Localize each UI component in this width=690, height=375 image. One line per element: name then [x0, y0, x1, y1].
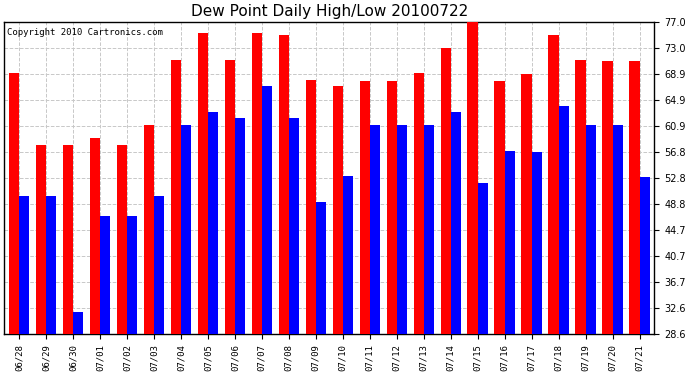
Bar [586, 125, 596, 334]
Bar [522, 74, 532, 334]
Bar [144, 125, 154, 334]
Bar [100, 216, 110, 334]
Bar [640, 177, 650, 334]
Bar [306, 80, 316, 334]
Bar [451, 112, 461, 334]
Bar [495, 81, 504, 334]
Bar [9, 74, 19, 334]
Bar [559, 106, 569, 334]
Bar [36, 145, 46, 334]
Bar [197, 33, 208, 334]
Bar [117, 145, 127, 334]
Bar [413, 73, 424, 334]
Bar [19, 196, 29, 334]
Bar [549, 34, 559, 334]
Bar [262, 86, 272, 334]
Bar [359, 81, 370, 334]
Title: Dew Point Daily High/Low 20100722: Dew Point Daily High/Low 20100722 [190, 4, 468, 19]
Bar [316, 202, 326, 334]
Bar [252, 33, 262, 334]
Bar [127, 216, 137, 334]
Bar [477, 183, 488, 334]
Bar [424, 125, 434, 334]
Bar [333, 86, 343, 334]
Bar [46, 196, 57, 334]
Bar [343, 176, 353, 334]
Bar [170, 60, 181, 334]
Bar [629, 61, 640, 334]
Bar [279, 34, 289, 334]
Text: Copyright 2010 Cartronics.com: Copyright 2010 Cartronics.com [8, 28, 164, 37]
Bar [613, 125, 623, 334]
Bar [154, 196, 164, 334]
Bar [504, 151, 515, 334]
Bar [386, 81, 397, 334]
Bar [63, 145, 73, 334]
Bar [370, 125, 380, 334]
Bar [225, 60, 235, 334]
Bar [468, 15, 477, 334]
Bar [440, 48, 451, 334]
Bar [602, 61, 613, 334]
Bar [181, 125, 191, 334]
Bar [397, 125, 407, 334]
Bar [532, 152, 542, 334]
Bar [235, 118, 245, 334]
Bar [208, 112, 218, 334]
Bar [289, 118, 299, 334]
Bar [73, 312, 83, 334]
Bar [575, 60, 586, 334]
Bar [90, 138, 100, 334]
